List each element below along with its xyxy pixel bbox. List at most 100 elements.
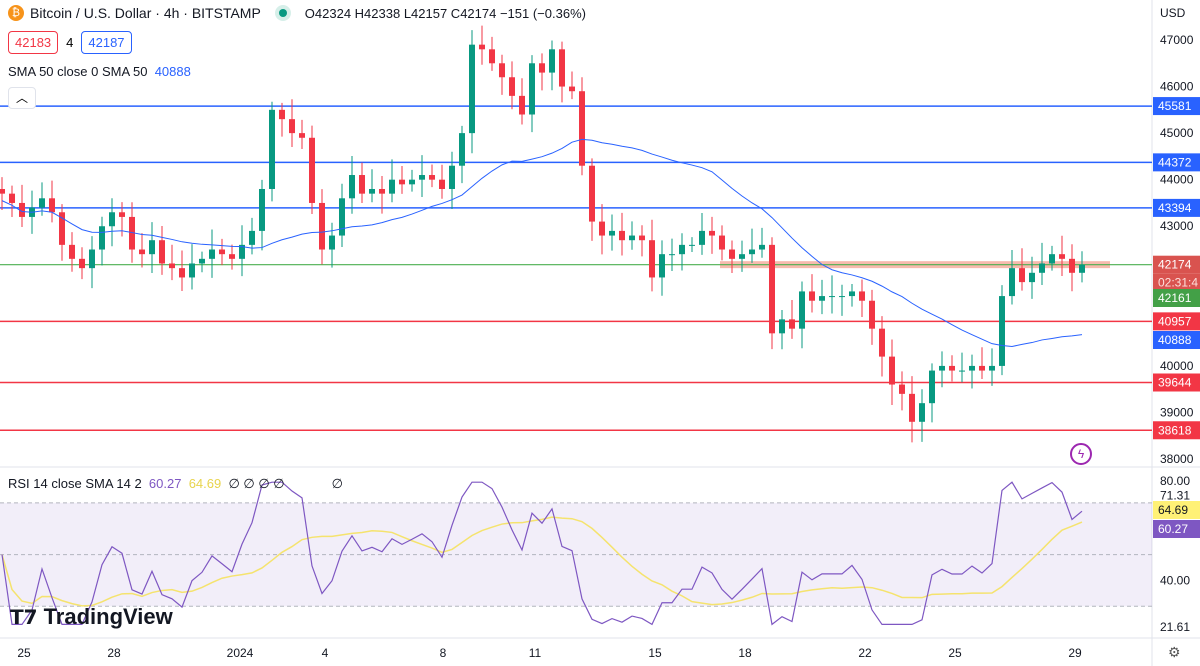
last-price-label-bg	[1153, 255, 1200, 274]
lightning-icon[interactable]: ϟ	[1070, 443, 1092, 465]
chevron-up-icon: ︿	[15, 91, 28, 105]
rsi-tick-label: 40.00	[1160, 573, 1190, 587]
time-tick-label: 4	[322, 646, 329, 660]
candle	[929, 370, 935, 404]
candle	[189, 263, 195, 278]
candle	[139, 249, 145, 255]
candle	[639, 235, 645, 241]
candle	[149, 240, 155, 255]
candle	[1049, 254, 1055, 264]
level-price-label: 44372	[1158, 155, 1192, 169]
price-tick-label: 43000	[1160, 219, 1194, 233]
candle	[1029, 272, 1035, 283]
candle	[49, 198, 55, 213]
candle	[589, 165, 595, 222]
candle	[159, 240, 165, 264]
candle	[489, 49, 495, 64]
candle	[889, 356, 895, 385]
rsi-value-label-bg	[1153, 520, 1200, 538]
sma-label: SMA 50 close 0 SMA 50	[8, 64, 148, 79]
candle	[109, 212, 115, 227]
candle	[169, 263, 175, 269]
time-tick-label: 25	[17, 646, 31, 660]
candle	[79, 258, 85, 269]
candle	[809, 291, 815, 301]
candle	[69, 244, 75, 259]
currency-label[interactable]: USD	[1160, 6, 1186, 20]
time-tick-label: 11	[529, 646, 542, 660]
candle	[339, 198, 345, 236]
candle	[599, 221, 605, 236]
candle	[299, 133, 305, 138]
chart-header: ₿ Bitcoin / U.S. Dollar · 4h · BITSTAMP …	[8, 5, 586, 21]
level-price-label: 40957	[1158, 314, 1192, 328]
candle	[1009, 268, 1015, 297]
symbol-title[interactable]: Bitcoin / U.S. Dollar · 4h · BITSTAMP	[30, 5, 261, 21]
rsi-value: 60.27	[148, 476, 182, 491]
candle	[999, 296, 1005, 366]
candle	[249, 230, 255, 245]
candle	[469, 44, 475, 134]
candle	[519, 95, 525, 115]
candle	[909, 393, 915, 422]
rsi-tick-label: 80.00	[1160, 474, 1190, 488]
candle	[549, 49, 555, 73]
candle	[739, 254, 745, 259]
settings-icon[interactable]: ⚙	[1168, 644, 1181, 660]
prev-close-label: 42161	[1158, 291, 1192, 305]
candle	[699, 230, 705, 245]
candle	[349, 175, 355, 199]
spread: 4	[66, 35, 74, 50]
candle	[99, 226, 105, 250]
candle	[39, 198, 45, 208]
candle	[479, 44, 485, 50]
candle	[569, 86, 575, 92]
prev-close-label-bg	[1153, 289, 1200, 307]
candle	[199, 258, 205, 264]
rsi-legend[interactable]: RSI 14 close SMA 14 2 60.27 64.69 ∅ ∅ ∅ …	[8, 476, 343, 492]
sma-price-label: 40888	[1158, 333, 1192, 347]
candle	[839, 296, 845, 298]
candle	[379, 188, 385, 194]
rsi-line	[1, 481, 1083, 626]
price-tick-label: 44000	[1160, 173, 1194, 187]
candle	[709, 230, 715, 236]
last-price-label: 42174	[1158, 258, 1192, 272]
candle	[819, 296, 825, 301]
candle	[829, 296, 835, 298]
time-tick-label: 2024	[227, 646, 254, 660]
candle	[769, 244, 775, 334]
rsi-tick-label: 21.61	[1160, 620, 1190, 634]
rsi-sma-value: 64.69	[188, 476, 222, 491]
buy-button[interactable]: 42187	[81, 31, 132, 54]
candle	[979, 365, 985, 371]
candle	[1039, 263, 1045, 273]
candle	[89, 249, 95, 269]
candle	[959, 370, 965, 372]
candle	[329, 235, 335, 250]
collapse-legend-button[interactable]: ︿	[8, 87, 36, 109]
sma-legend[interactable]: SMA 50 close 0 SMA 50 40888	[8, 64, 191, 79]
ohlc-values: O42324 H42338 L42157 C42174 −151 (−0.36%…	[304, 5, 586, 21]
candle	[689, 244, 695, 246]
tradingview-logo[interactable]: 𝗧𝟳 TradingView	[10, 604, 173, 630]
sell-button[interactable]: 42183	[8, 31, 59, 54]
market-status-icon	[278, 9, 287, 17]
candle	[559, 49, 565, 87]
level-price-label-bg	[1153, 198, 1200, 217]
time-tick-label: 22	[858, 646, 872, 660]
candle	[649, 240, 655, 278]
candle	[179, 268, 185, 278]
price-tick-label: 38000	[1160, 452, 1194, 466]
time-tick-label: 25	[948, 646, 962, 660]
candle	[119, 212, 125, 217]
candle	[789, 319, 795, 329]
level-price-label-bg	[1153, 421, 1200, 440]
trade-panel: 42183 4 42187	[8, 31, 132, 54]
candle	[989, 365, 995, 371]
candle	[19, 202, 25, 217]
candle	[529, 63, 535, 115]
time-tick-label: 15	[648, 646, 662, 660]
level-price-label: 38618	[1158, 423, 1192, 437]
